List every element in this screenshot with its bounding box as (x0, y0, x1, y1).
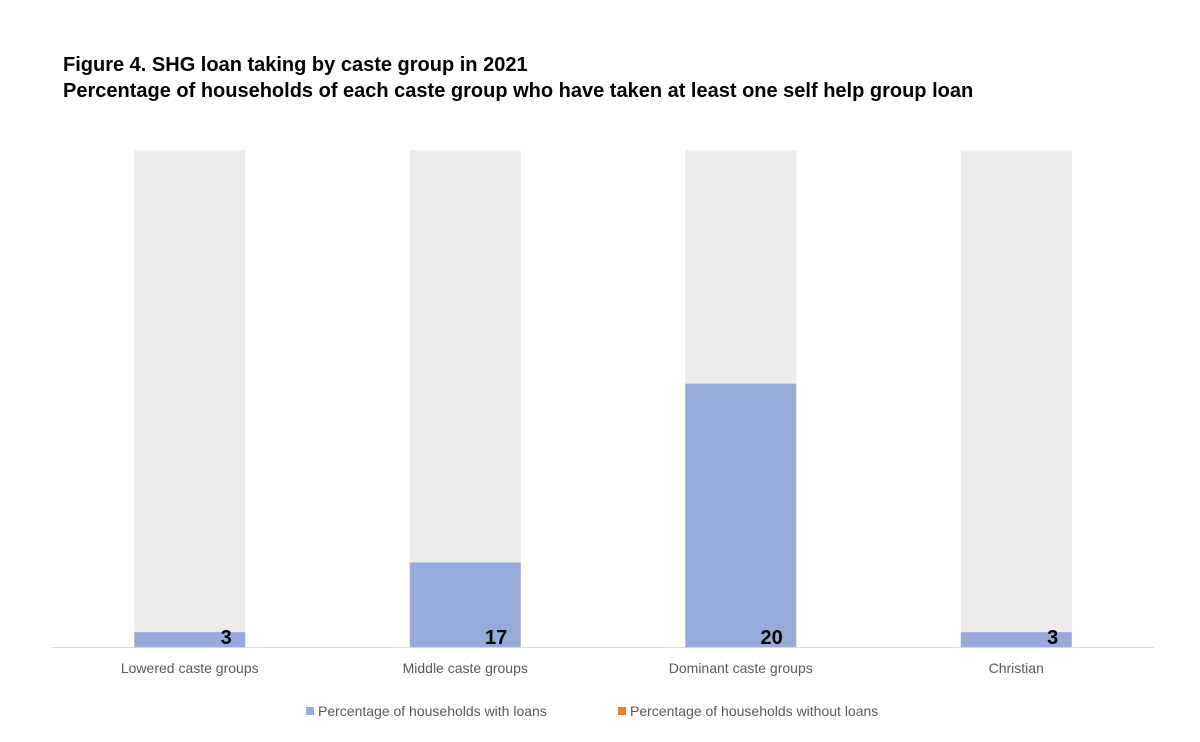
bar-without-loans (960, 150, 1072, 633)
bar-with-loans (960, 632, 1072, 647)
legend-swatch (306, 707, 314, 715)
data-label: 3 (1047, 627, 1058, 649)
x-tick-label: Lowered caste groups (121, 660, 259, 676)
x-tick-label: Middle caste groups (403, 660, 528, 676)
chart-subtitle: Percentage of households of each caste g… (63, 80, 974, 102)
bar-without-loans (685, 150, 797, 384)
data-label: 3 (221, 627, 232, 649)
chart-title: Figure 4. SHG loan taking by caste group… (63, 54, 528, 76)
bar-with-loans (685, 383, 797, 647)
bar-with-loans (134, 632, 246, 647)
bar-with-loans (409, 562, 521, 647)
data-label: 20 (761, 627, 783, 649)
legend-swatch (618, 707, 626, 715)
bar-without-loans (134, 150, 246, 633)
chart-titles: Figure 4. SHG loan taking by caste group… (63, 52, 973, 104)
x-tick-label: Christian (989, 660, 1044, 676)
x-tick-label: Dominant caste groups (669, 660, 813, 676)
legend-label: Percentage of households with loans (318, 703, 547, 719)
data-label: 17 (485, 627, 507, 649)
legend-label: Percentage of households without loans (630, 703, 878, 719)
bar-without-loans (409, 150, 521, 563)
